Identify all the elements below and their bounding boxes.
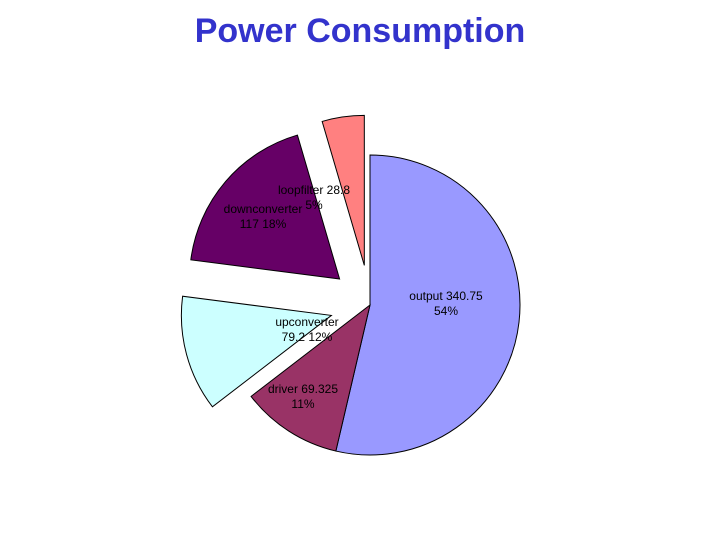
pie-slice-loopfilter <box>321 114 365 266</box>
pie-slice-downconverter <box>190 134 341 280</box>
slice-label-loopfilter: loopfilter 28.8 5% <box>278 183 350 212</box>
pie-labels: output 340.75 54% driver 69.325 11% upconver… <box>224 183 483 411</box>
slice-label-driver: driver 69.325 11% <box>268 382 338 411</box>
slice-label-upconverter: upconverter 79.2 12% <box>275 315 338 344</box>
pie-slice-driver <box>250 303 371 452</box>
slice-label-output: output 340.75 54% <box>409 289 483 318</box>
pie-slice-upconverter <box>180 295 333 408</box>
slice-label-downconverter: downconverter 117 18% <box>224 202 303 231</box>
chart-title: Power Consumption <box>194 12 526 50</box>
pie-slices <box>180 114 521 456</box>
pie-slice-output <box>335 154 521 456</box>
